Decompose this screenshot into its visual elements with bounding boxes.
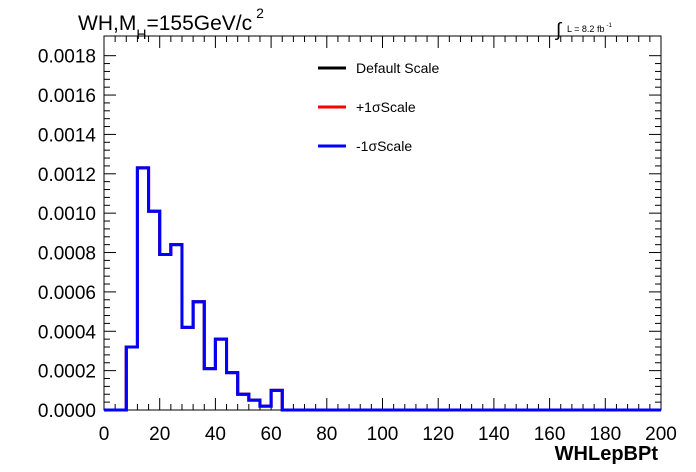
histogram-series	[104, 166, 661, 412]
y-axis: 0.0000 0.0002 0.0004 0.0006 0.0008 0.0010 0.00…	[38, 47, 661, 422]
chart-title: WH,MH=155GeV/c 2	[78, 5, 264, 42]
legend-label: Default Scale	[356, 60, 439, 76]
y-tick-label: 0.0008	[38, 244, 96, 265]
x-tick-label: 0	[99, 424, 110, 445]
y-tick-label: 0.0012	[38, 165, 96, 186]
series-group	[104, 166, 661, 412]
y-tick-label: 0.0006	[38, 283, 96, 304]
x-tick-label: 60	[261, 424, 282, 445]
luminosity-label: ∫ L = 8.2 fb -1	[555, 20, 612, 41]
y-tick-label: 0.0014	[38, 125, 97, 146]
y-tick-label: 0.0000	[38, 401, 96, 422]
x-axis-label: WHLepBPt	[555, 443, 659, 465]
legend-label: +1σScale	[356, 99, 416, 115]
x-tick-label: 140	[478, 424, 510, 445]
y-tick-label: 0.0004	[38, 322, 97, 343]
legend-label: -1σScale	[356, 138, 412, 154]
integral-symbol: ∫	[555, 20, 563, 41]
x-tick-label: 20	[149, 424, 170, 445]
histogram-series	[104, 166, 661, 412]
x-tick-label: 40	[205, 424, 226, 445]
x-tick-label: 100	[367, 424, 399, 445]
histogram-series	[104, 166, 661, 412]
x-axis: 0 20 40 60 80 100 120 140 160 180 200	[99, 36, 677, 445]
legend: Default Scale +1σScale -1σScale	[318, 60, 439, 154]
x-tick-label: 200	[645, 424, 677, 445]
x-tick-label: 120	[422, 424, 454, 445]
x-tick-label: 160	[534, 424, 566, 445]
x-tick-label: 80	[316, 424, 337, 445]
x-tick-label: 180	[589, 424, 621, 445]
y-tick-label: 0.0002	[38, 362, 96, 383]
y-tick-label: 0.0018	[38, 47, 96, 68]
y-tick-label: 0.0016	[38, 86, 96, 107]
luminosity-text: L = 8.2 fb -1	[567, 23, 612, 34]
y-tick-label: 0.0010	[38, 204, 96, 225]
plot-frame	[103, 35, 662, 411]
